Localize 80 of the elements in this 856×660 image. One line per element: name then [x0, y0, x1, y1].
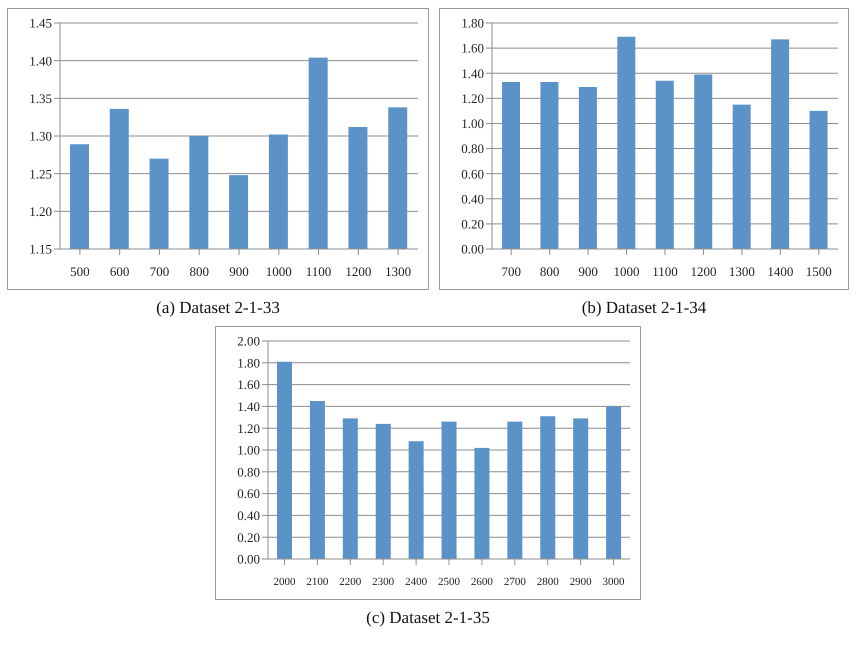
y-tick-label: 1.25	[29, 166, 52, 182]
x-tick-label: 700	[150, 264, 170, 280]
x-tick-label: 2200	[339, 576, 362, 588]
y-tick-label: 1.40	[29, 53, 52, 68]
x-tick-label: 2500	[438, 576, 460, 588]
x-tick-label: 2600	[470, 576, 494, 588]
x-tick-label: 1100	[652, 264, 678, 280]
bar	[540, 416, 556, 559]
x-tick-label: 2000	[273, 576, 296, 588]
x-tick-label: 800	[189, 264, 209, 280]
bar	[310, 400, 325, 559]
x-tick-label: 800	[540, 264, 560, 280]
bar	[502, 82, 520, 249]
bar	[507, 422, 522, 559]
x-tick-label: 1000	[614, 264, 640, 280]
bar	[771, 39, 790, 249]
y-tick-label: 1.60	[237, 377, 260, 392]
bar	[277, 362, 292, 559]
bar	[540, 82, 558, 249]
x-tick-label: 2400	[405, 576, 428, 588]
x-tick-label: 1500	[806, 264, 832, 280]
y-tick-label: 0.80	[237, 464, 260, 480]
bar	[606, 406, 622, 559]
x-tick-label: 1100	[306, 264, 332, 280]
y-tick-label: 1.60	[461, 40, 484, 56]
text: (c) Dataset 2-1-35	[366, 608, 490, 628]
bar	[656, 80, 674, 249]
y-tick-label: 1.80	[237, 355, 260, 370]
y-tick-label: 1.00	[237, 442, 260, 458]
bar	[408, 441, 424, 559]
x-tick-label: 900	[578, 264, 598, 280]
x-tick-label: 3000	[602, 576, 626, 588]
x-tick-label: 500	[70, 264, 90, 280]
y-tick-label: 1.30	[29, 128, 52, 144]
x-tick-label: 1200	[345, 264, 372, 280]
x-tick-label: 1300	[385, 264, 412, 280]
bar	[376, 424, 391, 559]
y-tick-label: 1.15	[29, 242, 52, 257]
bar	[694, 74, 712, 249]
bar	[342, 418, 358, 559]
y-tick-label: 1.40	[461, 66, 484, 81]
bar	[442, 422, 457, 559]
y-tick-label: 1.00	[461, 116, 484, 132]
x-tick-label: 1200	[690, 264, 716, 280]
y-tick-label: 0.20	[237, 530, 260, 545]
x-tick-label: 900	[229, 264, 249, 280]
bar	[573, 418, 588, 559]
bar	[617, 36, 636, 249]
y-tick-label: 0.40	[461, 191, 484, 206]
bar	[732, 104, 751, 249]
x-tick-label: 2100	[306, 576, 329, 588]
y-tick-label: 0.60	[461, 166, 484, 182]
x-tick-label: 1300	[728, 264, 755, 280]
x-tick-label: 2900	[570, 576, 592, 588]
y-tick-label: 0.40	[237, 508, 260, 524]
y-tick-label: 1.20	[29, 204, 52, 219]
y-tick-label: 1.45	[29, 16, 52, 31]
x-tick-label: 600	[110, 264, 130, 280]
y-tick-label: 0.20	[461, 216, 484, 232]
y-tick-label: 0.80	[461, 141, 484, 156]
x-tick-label: 2300	[372, 576, 395, 588]
bar	[474, 448, 490, 559]
x-tick-label: 1400	[767, 264, 794, 280]
y-tick-label: 2.00	[237, 334, 260, 349]
bar	[810, 110, 828, 249]
y-tick-label: 1.40	[237, 399, 260, 414]
y-tick-label: 1.80	[461, 16, 484, 31]
y-tick-label: 0.00	[237, 552, 260, 567]
y-tick-label: 0.60	[237, 486, 260, 502]
y-tick-label: 1.20	[237, 420, 260, 436]
y-tick-label: 0.00	[461, 242, 484, 257]
x-tick-label: 1000	[266, 264, 292, 280]
y-tick-label: 1.20	[461, 90, 484, 106]
x-tick-label: 700	[501, 264, 521, 280]
bar	[578, 87, 597, 249]
text: (a) Dataset 2-1-33	[156, 298, 280, 318]
x-tick-label: 2800	[536, 576, 560, 588]
x-tick-label: 2700	[504, 576, 526, 588]
y-tick-label: 1.35	[29, 90, 52, 106]
text: (b) Dataset 2-1-34	[582, 298, 706, 318]
